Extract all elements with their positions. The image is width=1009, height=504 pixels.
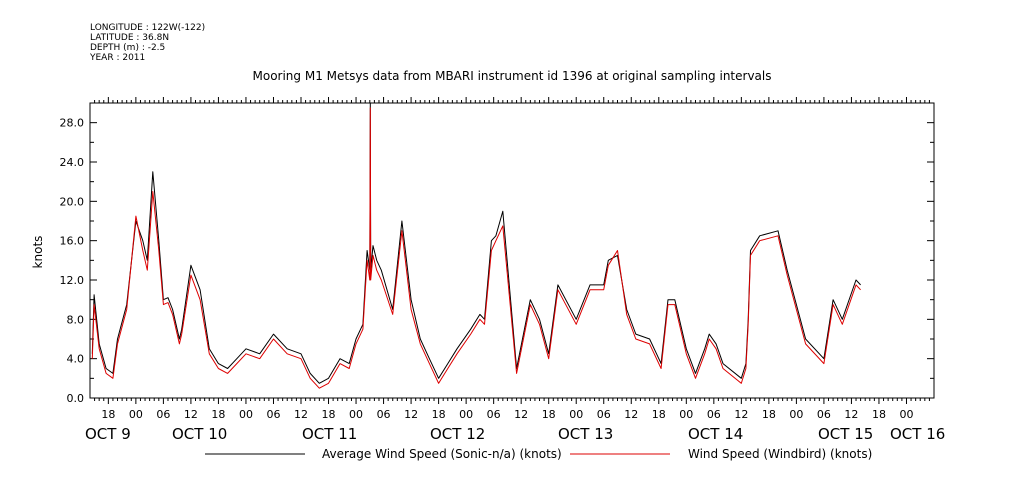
y-tick-label: 12.0 xyxy=(60,274,85,287)
x-hour-label: 12 xyxy=(184,408,198,421)
y-axis-label: knots xyxy=(31,236,45,269)
x-hour-label: 00 xyxy=(129,408,143,421)
x-hour-label: 06 xyxy=(487,408,501,421)
x-day-label: OCT 9 xyxy=(85,425,131,443)
axis-ticks: 0.0 4.0 8.0 12.0 16.0 20.0 24.0 28.0 18 00 06 12 18 0… xyxy=(60,97,945,443)
x-hour-label: 18 xyxy=(542,408,556,421)
chart-title: Mooring M1 Metsys data from MBARI instru… xyxy=(253,69,772,83)
longitude-label: LONGITUDE : 122W(-122) xyxy=(90,23,205,33)
x-hour-label: 06 xyxy=(707,408,721,421)
x-day-label: OCT 10 xyxy=(172,425,227,443)
legend-label-average: Average Wind Speed (Sonic-n/a) (knots) xyxy=(322,447,562,461)
year-label: YEAR : 2011 xyxy=(89,53,145,63)
x-hour-label: 18 xyxy=(211,408,225,421)
x-hour-label: 12 xyxy=(624,408,638,421)
series-line-windbird-wind-speed xyxy=(91,107,861,389)
x-hour-label: 06 xyxy=(266,408,280,421)
x-day-label: OCT 16 xyxy=(890,425,945,443)
y-tick-label: 28.0 xyxy=(60,117,85,130)
x-hour-label: 18 xyxy=(652,408,666,421)
x-hour-label: 06 xyxy=(377,408,391,421)
x-hour-label: 00 xyxy=(569,408,583,421)
x-hour-label: 12 xyxy=(734,408,748,421)
x-day-label: OCT 11 xyxy=(302,425,357,443)
x-day-label: OCT 12 xyxy=(430,425,485,443)
x-day-label: OCT 14 xyxy=(688,425,743,443)
x-hour-label: 00 xyxy=(899,408,913,421)
latitude-label: LATITUDE : 36.8N xyxy=(90,33,169,43)
x-hour-label: 12 xyxy=(514,408,528,421)
x-hour-label: 00 xyxy=(239,408,253,421)
x-hour-label: 00 xyxy=(349,408,363,421)
x-hour-label: 12 xyxy=(404,408,418,421)
y-tick-label: 24.0 xyxy=(60,156,85,169)
x-hour-label: 06 xyxy=(817,408,831,421)
x-hour-label: 18 xyxy=(322,408,336,421)
plot-frame xyxy=(89,102,935,399)
x-hour-label: 06 xyxy=(597,408,611,421)
x-hour-label: 12 xyxy=(294,408,308,421)
x-hour-label: 00 xyxy=(459,408,473,421)
x-hour-label: 12 xyxy=(844,408,858,421)
x-day-label: OCT 13 xyxy=(558,425,613,443)
y-tick-label: 8.0 xyxy=(67,313,85,326)
x-hour-label: 00 xyxy=(679,408,693,421)
data-series xyxy=(91,102,861,389)
x-hour-label: 06 xyxy=(156,408,170,421)
x-hour-label: 18 xyxy=(101,408,115,421)
y-tick-label: 20.0 xyxy=(60,195,85,208)
y-tick-label: 0.0 xyxy=(67,392,85,405)
depth-label: DEPTH (m) : -2.5 xyxy=(90,43,165,53)
x-day-label: OCT 15 xyxy=(818,425,873,443)
x-hour-label: 18 xyxy=(872,408,886,421)
legend: Average Wind Speed (Sonic-n/a) (knots) W… xyxy=(205,447,872,461)
series-line-average-wind-speed xyxy=(91,102,861,384)
x-hour-label: 00 xyxy=(789,408,803,421)
y-tick-label: 4.0 xyxy=(67,353,85,366)
legend-label-windbird: Wind Speed (Windbird) (knots) xyxy=(688,447,872,461)
y-tick-label: 16.0 xyxy=(60,235,85,248)
x-hour-label: 18 xyxy=(432,408,446,421)
x-hour-label: 18 xyxy=(762,408,776,421)
